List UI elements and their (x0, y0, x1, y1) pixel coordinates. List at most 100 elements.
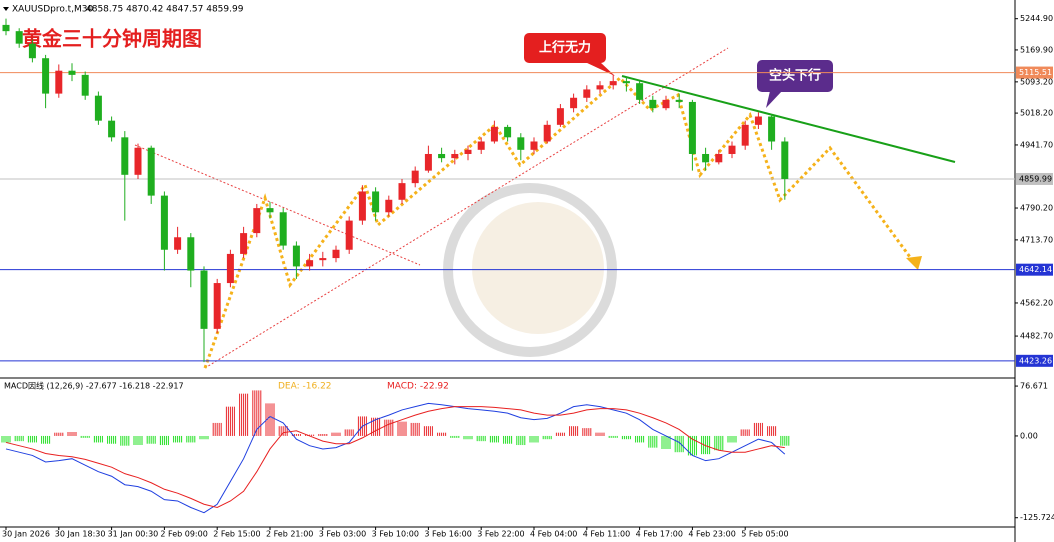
x-tick-label: 3 Feb 22:00 (477, 530, 524, 539)
path-arrow (203, 75, 920, 369)
trend-line (134, 144, 421, 266)
level-tag (1016, 66, 1053, 79)
y-tick-label: 4713.70 (1020, 235, 1053, 244)
level-label: 5115.51 (1019, 68, 1052, 77)
y-tick-label: 5169.90 (1020, 45, 1053, 54)
candle-body (385, 199, 393, 213)
candle-body (55, 70, 63, 94)
level-tag (1016, 172, 1053, 185)
dif-line (5, 402, 786, 514)
candle-body (292, 245, 300, 267)
x-tick-label: 4 Feb 23:00 (688, 530, 735, 539)
x-tick-label: 2 Feb 21:00 (266, 530, 313, 539)
candle-body (715, 153, 723, 163)
callout-box (757, 60, 833, 92)
candle-body (622, 81, 630, 84)
candle-body (253, 208, 261, 234)
macd-y-tick-label: 76.671 (1020, 382, 1048, 391)
candle-body (2, 24, 10, 32)
candle-body (517, 137, 525, 150)
candle-body (609, 81, 617, 86)
candle-body (583, 89, 591, 98)
candle-body (504, 126, 512, 138)
candle-body (464, 149, 472, 154)
candle-body (688, 101, 696, 154)
candle-body (781, 141, 789, 179)
x-tick-label: 30 Jan 2026 (2, 530, 50, 539)
level-tag (1016, 354, 1053, 367)
candle-body (372, 191, 380, 213)
candle-body (490, 126, 498, 142)
x-tick-label: 4 Feb 11:00 (583, 530, 630, 539)
y-tick-label: 4941.70 (1020, 140, 1053, 149)
candle-body (28, 43, 36, 59)
y-tick-label: 5093.20 (1020, 77, 1053, 86)
candle-body (636, 83, 644, 100)
y-tick-label: 5018.20 (1020, 109, 1053, 118)
candle-body (121, 137, 129, 175)
candle-body (319, 258, 327, 261)
candle-body (240, 233, 248, 254)
dea-line (5, 406, 785, 509)
candle-body (438, 153, 446, 159)
candle-body (424, 153, 432, 171)
callout-text: 空头下行 (769, 68, 821, 84)
x-tick-label: 3 Feb 10:00 (372, 530, 419, 539)
macd-y-tick-label: 0.00 (1020, 431, 1038, 440)
candle-body (662, 99, 670, 109)
level-label: 4642.14 (1019, 265, 1052, 274)
candle-body (345, 220, 353, 250)
x-tick-label: 30 Jan 18:30 (55, 530, 106, 539)
resistance-line (621, 75, 956, 163)
candle-body (675, 99, 683, 102)
x-tick-label: 4 Feb 17:00 (636, 530, 683, 539)
candle-body (15, 31, 23, 44)
title: 黄金三十分钟周期图 (22, 27, 202, 51)
candle-body (702, 153, 710, 163)
candle-body (570, 97, 578, 109)
level-label: 4859.99 (1019, 174, 1052, 183)
candle-body (741, 124, 749, 146)
x-tick-label: 4 Feb 04:00 (530, 530, 577, 539)
candle-body (358, 191, 366, 221)
candle-body (543, 124, 551, 142)
menu-icon[interactable] (3, 7, 9, 11)
x-tick-label: 2 Feb 15:00 (213, 530, 260, 539)
candle-body (768, 116, 776, 142)
y-tick-label: 4790.20 (1020, 204, 1053, 213)
candle-body (649, 99, 657, 109)
candle-body (754, 116, 762, 125)
candle-body (108, 120, 116, 138)
candle-body (279, 212, 287, 246)
quote: 4858.75 4870.42 4847.57 4859.99 (86, 5, 244, 15)
candle-body (200, 270, 208, 329)
x-tick-label: 3 Feb 16:00 (424, 530, 471, 539)
candle-body (226, 253, 234, 284)
candle-body (68, 70, 76, 75)
callout-pointer (766, 91, 782, 108)
candle-body (306, 260, 314, 267)
symbol: XAUUSDpro.t,M30 (12, 5, 93, 15)
candle-body (411, 170, 419, 184)
x-tick-label: 3 Feb 03:00 (319, 530, 366, 539)
y-tick-label: 4482.70 (1020, 332, 1053, 341)
candle-body (332, 249, 340, 259)
level-label: 4423.26 (1019, 356, 1052, 365)
candle-body (556, 108, 564, 125)
callout-text: 上行无力 (539, 40, 591, 56)
candle-body (42, 58, 50, 94)
candle-body (266, 208, 274, 213)
x-tick-label: 2 Feb 09:00 (160, 530, 207, 539)
macd-label: MACD因线 (12,26,9) -27.677 -16.218 -22.917 (4, 381, 184, 391)
candle-body (530, 141, 538, 150)
candle-body (477, 141, 485, 150)
y-tick-label: 5244.90 (1020, 14, 1053, 23)
candle-body (398, 183, 406, 200)
candle-body (81, 74, 89, 96)
y-tick-label: 4562.20 (1020, 298, 1053, 307)
macd-value-label: MACD: -22.92 (387, 382, 449, 392)
candle-body (147, 147, 155, 196)
candle-body (94, 95, 102, 121)
